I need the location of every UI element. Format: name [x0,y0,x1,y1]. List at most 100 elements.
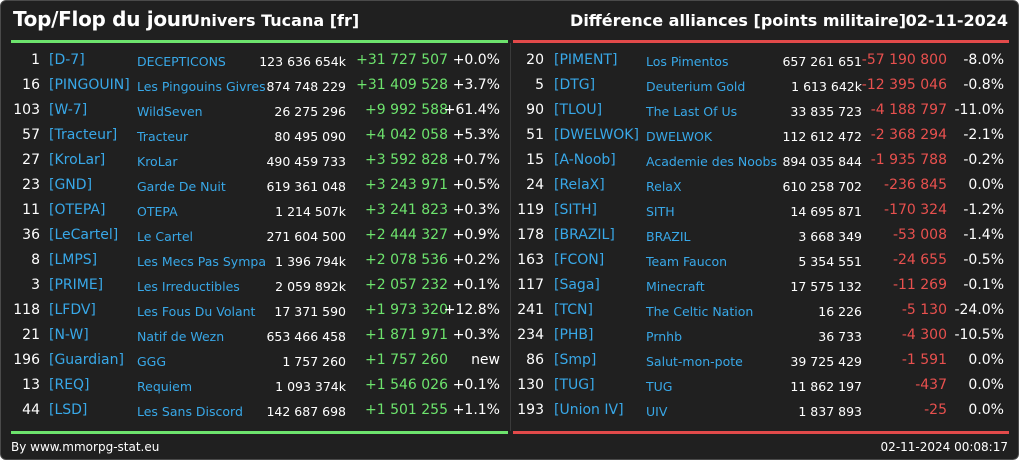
alliance-tag-link[interactable]: [LMPS] [49,252,98,268]
top-gainers-table: 1 [D-7] DECEPTICONS 123 636 654k +31 727 507… [1,48,509,423]
alliance-tag-link[interactable]: [N-W] [49,327,89,343]
rank-cell: 90 [526,102,544,118]
alliance-name-link[interactable]: Le Cartel [137,229,193,244]
alliance-tag-link[interactable]: [Guardian] [49,352,124,368]
rank-cell: 1 [31,52,40,68]
alliance-name-link[interactable]: Tracteur [137,129,189,144]
alliance-tag-link[interactable]: [OTEPA] [49,202,106,218]
flop-accent-bar [513,40,1009,43]
alliance-name-link[interactable]: DECEPTICONS [137,54,226,69]
alliance-row: 86 [Smp] Salut-mon-pote 39 725 429 -1 591 0.0… [512,348,1018,373]
alliance-name-link[interactable]: SITH [646,204,675,219]
alliance-tag-link[interactable]: [LSD] [49,402,88,418]
alliance-name-link[interactable]: GGG [137,354,167,369]
rank-cell: 130 [517,377,544,393]
alliance-name-link[interactable]: OTEPA [137,204,178,219]
alliance-name-link[interactable]: UIV [646,404,668,419]
difference-cell: +3 592 828 [365,152,448,168]
header: Top/Flop du jour Univers Tucana [fr] Dif… [1,1,1018,41]
alliance-name-link[interactable]: DWELWOK [646,129,713,144]
alliance-tag-link[interactable]: [TCN] [554,302,593,318]
alliance-row: 193 [Union IV] UIV 1 837 893 -25 0.0% [512,398,1018,423]
alliance-name-link[interactable]: WildSeven [137,104,203,119]
alliance-tag-link[interactable]: [GND] [49,177,93,193]
alliance-name-link[interactable]: Team Faucon [646,254,728,269]
universe-label: Univers Tucana [fr] [187,11,360,30]
difference-cell: -53 008 [892,227,947,243]
points-cell: 1 396 794k [275,254,346,269]
alliance-tag-link[interactable]: [W-7] [49,102,88,118]
alliance-name-link[interactable]: Requiem [137,379,193,394]
rank-cell: 27 [22,152,40,168]
alliance-name-link[interactable]: Los Pimentos [646,54,729,69]
difference-cell: +3 241 823 [365,202,448,218]
alliance-tag-link[interactable]: [KroLar] [49,152,106,168]
column-divider [510,43,511,431]
difference-cell: +1 871 971 [365,327,448,343]
difference-cell: +9 992 588 [365,102,448,118]
alliance-tag-link[interactable]: [D-7] [49,52,85,68]
alliance-name-link[interactable]: KroLar [137,154,178,169]
alliance-name-link[interactable]: Les Mecs Pas Sympa [137,254,266,269]
top-losers-table: 20 [PIMENT] Los Pimentos 657 261 651 -57 190… [512,48,1018,423]
points-cell: 11 862 197 [790,379,862,394]
rank-cell: 8 [31,252,40,268]
alliance-name-link[interactable]: Natif de Wezn [137,329,225,344]
rank-cell: 16 [22,77,40,93]
alliance-name-link[interactable]: Prnhb [646,329,683,344]
alliance-tag-link[interactable]: [LeCartel] [49,227,119,243]
difference-cell: -11 269 [892,277,947,293]
rank-cell: 21 [22,327,40,343]
alliance-tag-link[interactable]: [BRAZIL] [554,227,615,243]
alliance-tag-link[interactable]: [PIMENT] [554,52,618,68]
rank-cell: 20 [526,52,544,68]
alliance-name-link[interactable]: Les Irreductibles [137,279,240,294]
alliance-tag-link[interactable]: [Union IV] [554,402,624,418]
difference-cell: -4 188 797 [870,102,947,118]
alliance-tag-link[interactable]: [LFDV] [49,302,96,318]
rank-cell: 51 [526,127,544,143]
alliance-tag-link[interactable]: [Smp] [554,352,597,368]
alliance-tag-link[interactable]: [Tracteur] [49,127,118,143]
alliance-name-link[interactable]: RelaX [646,179,682,194]
alliance-row: 234 [PHB] Prnhb 36 733 -4 300 -10.5% [512,323,1018,348]
alliance-name-link[interactable]: Salut-mon-pote [646,354,743,369]
alliance-name-link[interactable]: Garde De Nuit [137,179,226,194]
alliance-tag-link[interactable]: [SITH] [554,202,598,218]
rank-cell: 23 [22,177,40,193]
points-cell: 14 695 871 [790,204,862,219]
alliance-name-link[interactable]: Les Pingouins Givres [137,79,266,94]
alliance-row: 178 [BRAZIL] BRAZIL 3 668 349 -53 008 -1.4% [512,223,1018,248]
alliance-name-link[interactable]: Academie des Noobs [646,154,778,169]
alliance-name-link[interactable]: TUG [646,379,673,394]
alliance-tag-link[interactable]: [FCON] [554,252,605,268]
header-date: 02-11-2024 [905,11,1008,30]
rank-cell: 241 [517,302,544,318]
difference-cell: -1 935 788 [870,152,947,168]
alliance-tag-link[interactable]: [DTG] [554,77,596,93]
alliance-row: 57 [Tracteur] Tracteur 80 495 090 +4 042 058… [1,123,509,148]
alliance-tag-link[interactable]: [PINGOUIN] [49,77,130,93]
alliance-tag-link[interactable]: [Saga] [554,277,600,293]
alliance-tag-link[interactable]: [PRIME] [49,277,104,293]
percent-cell: +0.1% [452,277,500,293]
alliance-name-link[interactable]: Deuterium Gold [646,79,746,94]
alliance-row: 16 [PINGOUIN] Les Pingouins Givres 874 748 … [1,73,509,98]
alliance-tag-link[interactable]: [REQ] [49,377,90,393]
alliance-name-link[interactable]: BRAZIL [646,229,691,244]
alliance-name-link[interactable]: The Celtic Nation [646,304,754,319]
alliance-tag-link[interactable]: [RelaX] [554,177,605,193]
alliance-tag-link[interactable]: [TLOU] [554,102,603,118]
alliance-name-link[interactable]: The Last Of Us [646,104,738,119]
rank-cell: 5 [535,77,544,93]
alliance-tag-link[interactable]: [DWELWOK] [554,127,639,143]
alliance-name-link[interactable]: Les Sans Discord [137,404,243,419]
points-cell: 17 371 590 [274,304,346,319]
alliance-name-link[interactable]: Les Fous Du Volant [137,304,256,319]
alliance-tag-link[interactable]: [PHB] [554,327,594,343]
alliance-row: 11 [OTEPA] OTEPA 1 214 507k +3 241 823 +0.3% [1,198,509,223]
alliance-name-link[interactable]: Minecraft [646,279,705,294]
alliance-tag-link[interactable]: [A-Noob] [554,152,616,168]
alliance-tag-link[interactable]: [TUG] [554,377,595,393]
rank-cell: 178 [517,227,544,243]
